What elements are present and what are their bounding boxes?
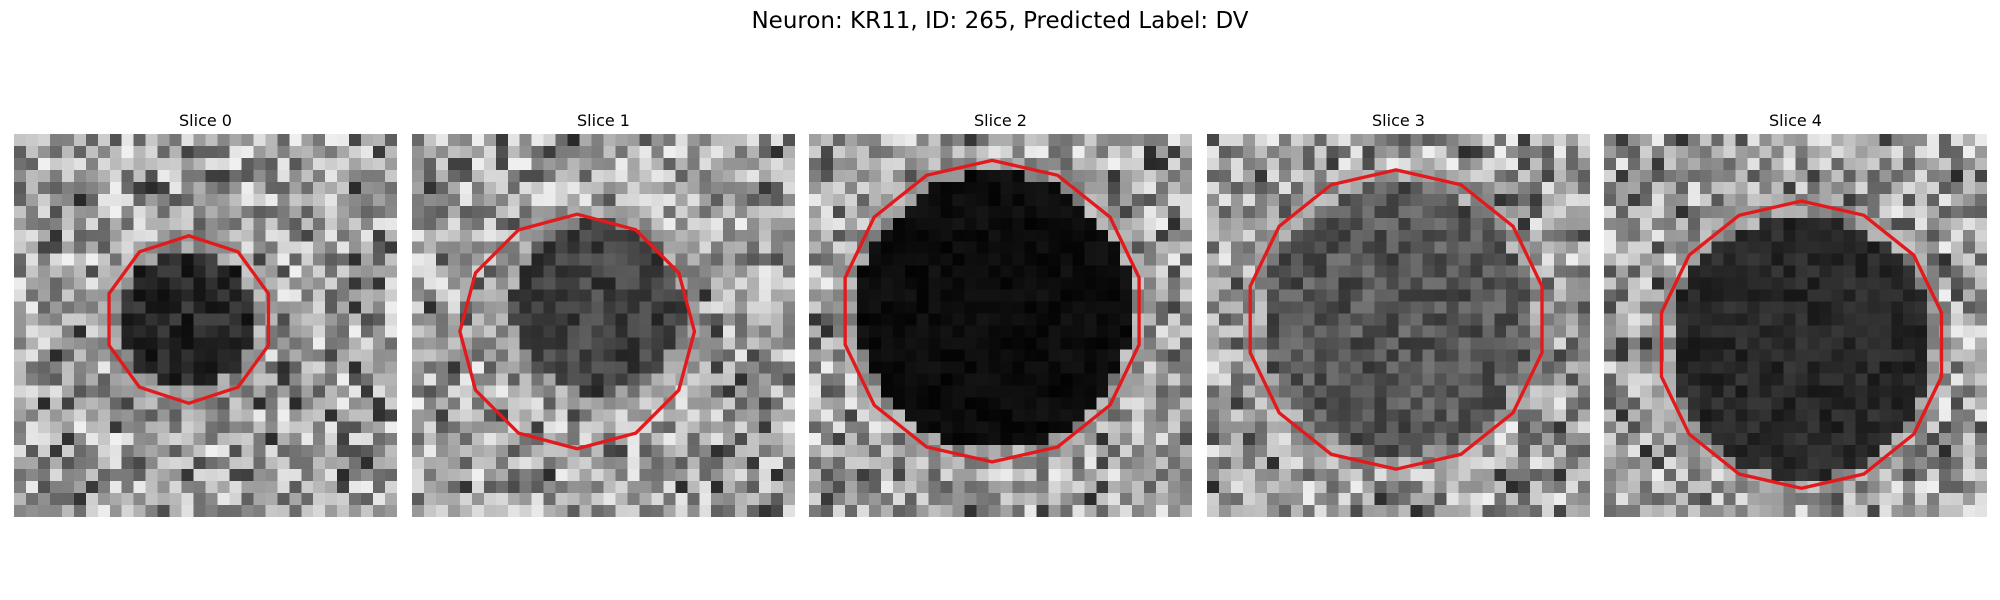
- cell-outline: [1659, 199, 1944, 490]
- slice-1-image: [412, 134, 795, 517]
- figure-title: Neuron: KR11, ID: 265, Predicted Label: …: [751, 8, 1249, 34]
- cell-outline: [1248, 168, 1544, 471]
- cell-outline: [107, 233, 271, 406]
- slice-1-title: Slice 1: [577, 111, 630, 130]
- cell-outline: [458, 212, 697, 451]
- slice-0-title: Slice 0: [179, 111, 232, 130]
- slice-2-image: [809, 134, 1192, 517]
- slice-3-title: Slice 3: [1372, 111, 1425, 130]
- slice-2-title: Slice 2: [974, 111, 1027, 130]
- slice-3-image: [1207, 134, 1590, 517]
- slice-0-image: [14, 134, 397, 517]
- slice-4-image: [1604, 134, 1987, 517]
- cell-outline: [843, 158, 1141, 464]
- slice-4-title: Slice 4: [1769, 111, 1822, 130]
